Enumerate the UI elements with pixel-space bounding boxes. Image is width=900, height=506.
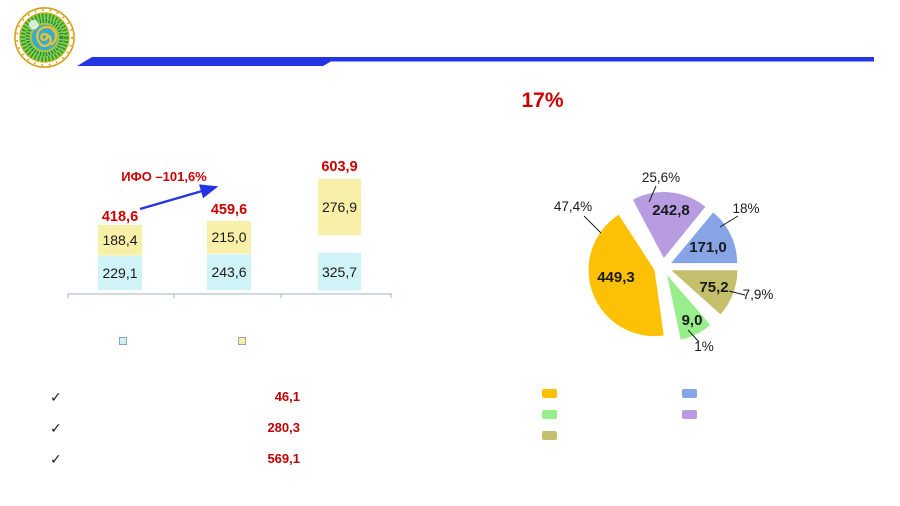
logo-glare [28,19,39,30]
checklist-value: 569,1 [267,451,300,466]
spiral-motif [36,25,58,47]
leader-line-green [687,329,700,343]
pie-percent-label: 1% [694,339,714,354]
pie-percent-label: 18% [732,201,759,216]
pie-value-label: 75,2 [699,279,728,296]
pie-percent-label: 25,6% [642,170,680,185]
bar-legend-key-1 [119,337,127,345]
bar-segment-value: 243,6 [211,264,246,280]
pie-value-label: 449,3 [597,269,635,286]
bar-legend-key-2 [238,337,246,345]
pie-slice-yellow [588,214,664,337]
bar-segment-upper [98,225,142,256]
bar-segment-value: 229,1 [102,265,137,281]
bar-segment-upper [207,221,251,254]
bar-total-value: 603,9 [321,159,357,175]
pie-legend-key-yellow [542,389,557,398]
checklist-value: 280,3 [267,420,300,435]
pie-legend-key-olive [542,431,557,440]
pie-percent-label: 47,4% [554,199,592,214]
exploded-pie-chart: 449,3 47,4% 242,8 25,6% 171,0 18% 75,2 7,9% 9,0 1… [554,170,774,354]
pie-legend-key-blue [682,389,697,398]
leader-line-yellow [583,215,602,234]
pie-slice-purple [632,192,706,259]
checkmark-icon: ✓ [50,389,62,405]
ifo-annotation: ИФО –101,6% [121,169,207,184]
pie-slice-olive [671,270,738,315]
pie-value-label: 171,0 [689,239,727,256]
checkmark-icon: ✓ [50,420,62,436]
banner-shape [77,57,874,66]
bar-total-value: 459,6 [211,202,247,218]
pie-legend-key-green [542,410,557,419]
checkmark-icon: ✓ [50,451,62,467]
pie-value-label: 9,0 [682,312,703,329]
pie-value-label: 242,8 [652,202,690,219]
checklist-value: 46,1 [274,389,300,404]
leader-line-purple [648,185,657,203]
pie-percent-label: 7,9% [743,287,774,302]
bar-segment-lower [98,255,142,290]
bar-segment-value: 325,7 [322,264,357,280]
header-banner-bar [77,57,874,66]
pie-legend-key-purple [682,410,697,419]
bar-segment-value: 276,9 [322,199,357,215]
stacked-bar-chart: 229,1 188,4 418,6 243,6 215,0 459,6 325,7 276,9… [67,159,392,298]
leader-line-olive [728,290,746,296]
bar-segment-lower [318,253,361,291]
kpi-percent-label: 17% [521,89,564,112]
bar-segment-value: 188,4 [102,232,137,248]
leader-line-blue [719,215,739,228]
bar-segment-lower [207,254,251,290]
bar-total-value: 418,6 [102,209,138,225]
bar-segment-upper [318,179,361,235]
org-emblem-logo [14,7,75,68]
pie-slice-blue [671,212,738,264]
trend-arrow [139,184,219,211]
pie-slice-green [667,275,711,340]
bar-segment-value: 215,0 [211,229,246,245]
